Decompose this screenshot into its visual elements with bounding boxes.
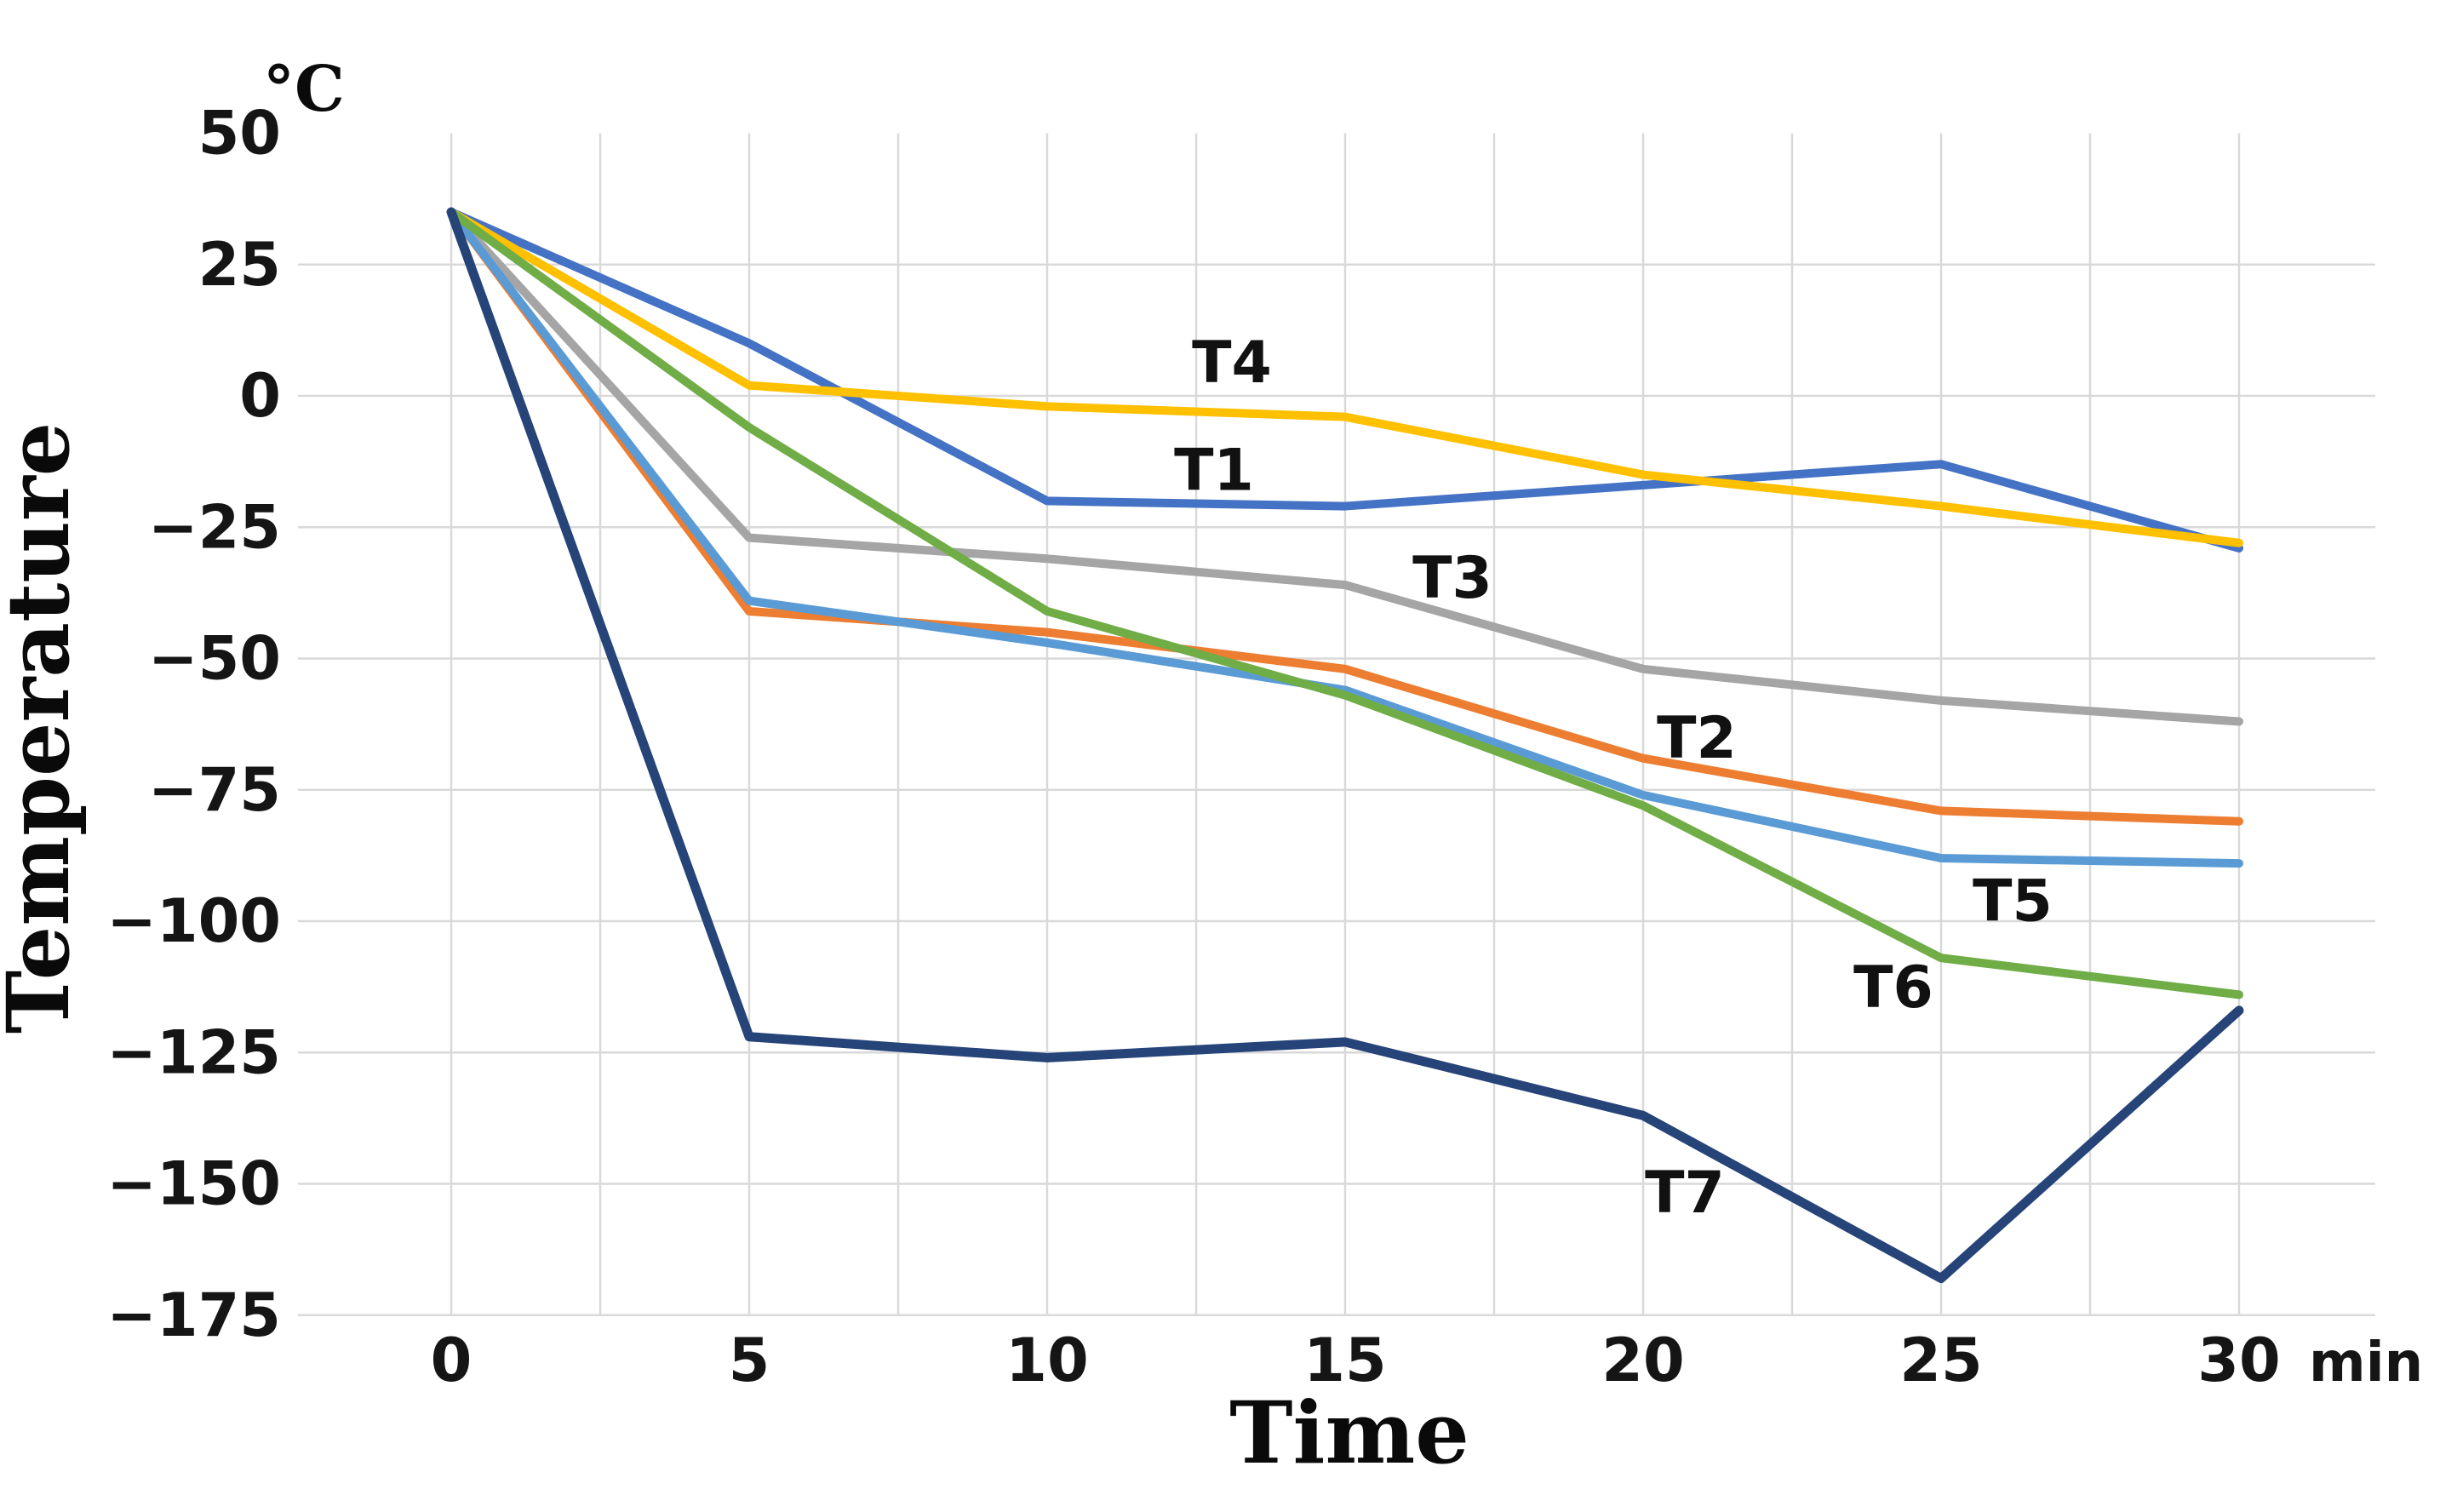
x-tick-label-0: 0 bbox=[431, 1326, 472, 1395]
y-axis-tick-labels: 50 25 0 −25 −50 −75 −100 −125 −150 −175 bbox=[106, 99, 281, 1350]
x-axis-unit-label: min bbox=[2309, 1332, 2423, 1395]
y-tick-label-−50: −50 bbox=[148, 624, 281, 694]
series-label-T6: T6 bbox=[1853, 954, 1933, 1022]
series-line-T5 bbox=[447, 208, 2243, 868]
series-line-T3 bbox=[447, 208, 2243, 726]
y-tick-label-−175: −175 bbox=[106, 1280, 281, 1350]
series-label-T7: T7 bbox=[1645, 1160, 1725, 1227]
y-tick-label-−100: −100 bbox=[106, 886, 281, 956]
y-tick-label-−150: −150 bbox=[106, 1149, 281, 1219]
y-tick-label-−125: −125 bbox=[106, 1017, 281, 1087]
x-tick-label-25: 25 bbox=[1899, 1326, 1982, 1395]
x-tick-label-15: 15 bbox=[1303, 1326, 1386, 1395]
series-labels: T1 T2 T3 T4 T5 T6 T7 bbox=[1174, 329, 2053, 1227]
series-line-T2 bbox=[447, 208, 2243, 826]
series-line-T1 bbox=[447, 208, 2243, 553]
x-tick-label-20: 20 bbox=[1601, 1326, 1684, 1395]
series-line-T6 bbox=[447, 208, 2243, 999]
y-tick-label-0: 0 bbox=[239, 361, 281, 431]
horizontal-gridlines bbox=[298, 263, 2375, 1316]
x-axis-title: Time bbox=[1229, 1383, 1469, 1483]
x-axis-tick-labels: 0 5 10 15 20 25 30 bbox=[431, 1326, 2281, 1395]
y-tick-label-−25: −25 bbox=[148, 492, 281, 562]
series-label-T1: T1 bbox=[1174, 437, 1254, 504]
series-label-T5: T5 bbox=[1973, 868, 2053, 935]
series-line-T7 bbox=[446, 207, 2244, 1284]
y-tick-label-25: 25 bbox=[198, 230, 281, 300]
x-tick-label-5: 5 bbox=[729, 1326, 770, 1395]
x-tick-label-10: 10 bbox=[1005, 1326, 1088, 1395]
series-label-T4: T4 bbox=[1192, 329, 1272, 397]
series-label-T3: T3 bbox=[1412, 545, 1492, 612]
y-axis-unit-label: °C bbox=[263, 53, 345, 126]
series-lines bbox=[446, 207, 2244, 1284]
x-tick-label-30: 30 bbox=[2197, 1326, 2280, 1395]
vertical-gridlines bbox=[450, 133, 2241, 1315]
y-tick-label-−75: −75 bbox=[148, 755, 281, 825]
y-tick-label-50: 50 bbox=[198, 99, 281, 169]
y-axis-title: Temperature bbox=[0, 422, 89, 1034]
series-label-T2: T2 bbox=[1657, 705, 1737, 772]
series-line-T4 bbox=[447, 208, 2243, 547]
